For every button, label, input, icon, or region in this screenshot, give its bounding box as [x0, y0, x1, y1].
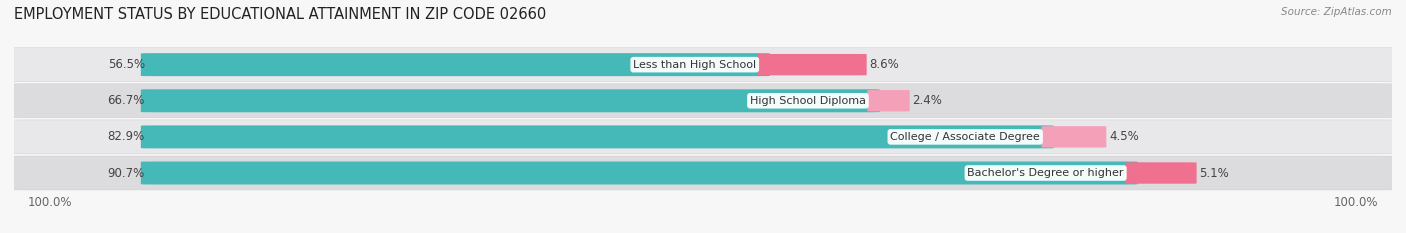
FancyBboxPatch shape	[141, 125, 1054, 148]
Text: 82.9%: 82.9%	[108, 130, 145, 143]
FancyBboxPatch shape	[0, 156, 1406, 190]
Text: 2.4%: 2.4%	[912, 94, 942, 107]
Text: EMPLOYMENT STATUS BY EDUCATIONAL ATTAINMENT IN ZIP CODE 02660: EMPLOYMENT STATUS BY EDUCATIONAL ATTAINM…	[14, 7, 547, 22]
Text: 4.5%: 4.5%	[1109, 130, 1139, 143]
FancyBboxPatch shape	[868, 90, 910, 111]
FancyBboxPatch shape	[0, 84, 1406, 118]
Text: College / Associate Degree: College / Associate Degree	[890, 132, 1040, 142]
FancyBboxPatch shape	[758, 54, 866, 75]
FancyBboxPatch shape	[1125, 162, 1197, 184]
FancyBboxPatch shape	[0, 120, 1406, 154]
FancyBboxPatch shape	[1042, 126, 1107, 147]
Text: 5.1%: 5.1%	[1199, 167, 1229, 179]
Text: 100.0%: 100.0%	[1334, 196, 1378, 209]
Text: High School Diploma: High School Diploma	[749, 96, 866, 106]
FancyBboxPatch shape	[141, 53, 770, 76]
Text: 66.7%: 66.7%	[108, 94, 145, 107]
Text: Bachelor's Degree or higher: Bachelor's Degree or higher	[967, 168, 1123, 178]
FancyBboxPatch shape	[141, 89, 880, 112]
Text: 90.7%: 90.7%	[108, 167, 145, 179]
FancyBboxPatch shape	[0, 48, 1406, 82]
Text: Source: ZipAtlas.com: Source: ZipAtlas.com	[1281, 7, 1392, 17]
FancyBboxPatch shape	[141, 161, 1137, 185]
Text: 56.5%: 56.5%	[108, 58, 145, 71]
Text: 8.6%: 8.6%	[869, 58, 900, 71]
Text: 100.0%: 100.0%	[28, 196, 72, 209]
Text: Less than High School: Less than High School	[633, 60, 756, 70]
